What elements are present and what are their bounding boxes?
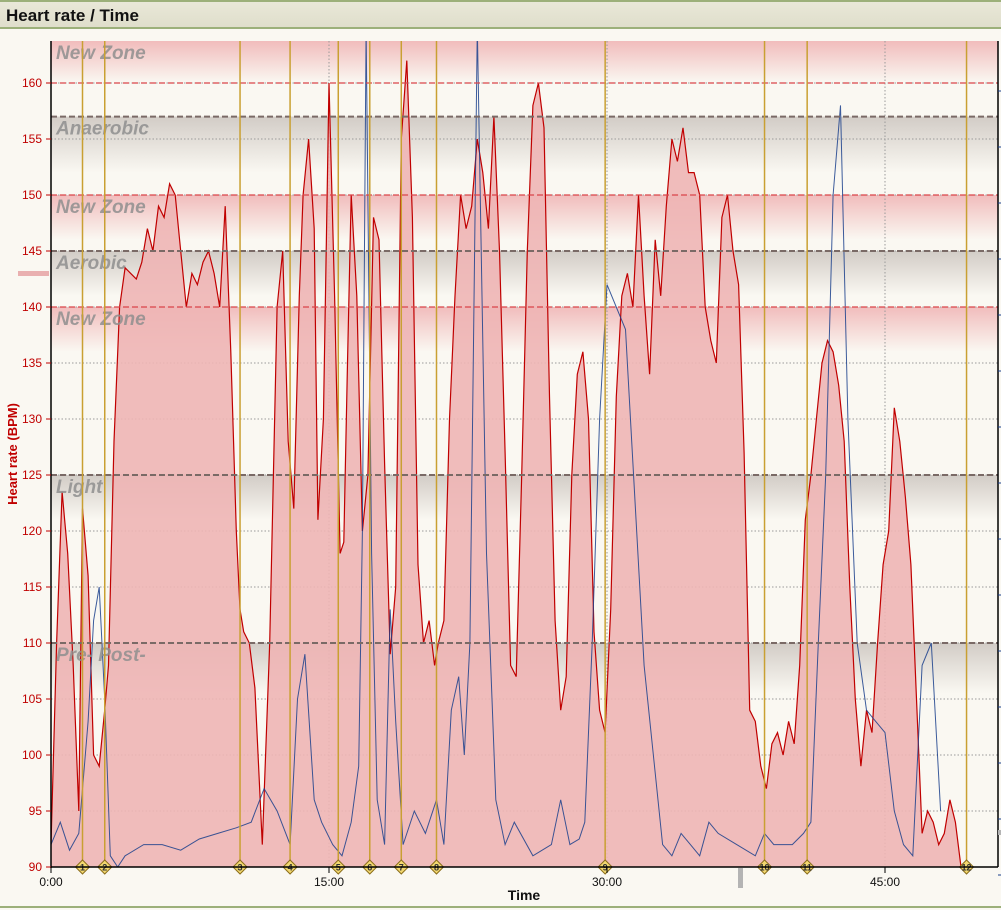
svg-text:130: 130	[22, 412, 42, 426]
svg-text:135: 135	[22, 356, 42, 370]
svg-text:160: 160	[22, 76, 42, 90]
zone-band-2	[51, 195, 998, 240]
chart-title-bar: Heart rate / Time	[0, 0, 1001, 29]
svg-text:15:00: 15:00	[314, 875, 344, 889]
svg-text:105: 105	[22, 692, 42, 706]
axes: 90 95 100 105 110 115 120 125 130 135 140 145 150 155…	[22, 41, 1001, 889]
zone-label-3: Aerobic	[55, 253, 127, 274]
zone-band-1	[51, 116, 998, 173]
svg-text:140: 140	[22, 300, 42, 314]
chart-title: Heart rate / Time	[6, 6, 139, 25]
zone-label-5: Light	[56, 477, 103, 498]
zone-band-0	[51, 41, 998, 83]
svg-text:45:00: 45:00	[870, 875, 900, 889]
zone-label-0: New Zone	[56, 43, 146, 64]
zone-boundary-lines	[51, 82, 998, 644]
y-axis-title: Heart rate (BPM)	[5, 403, 20, 505]
svg-text:90: 90	[29, 860, 43, 874]
svg-text:120: 120	[22, 524, 42, 538]
zone-label-1: Anaerobic	[55, 119, 149, 140]
zone-label-6: Pre- Post-	[56, 645, 146, 666]
svg-text:115: 115	[23, 580, 42, 594]
svg-text:0:00: 0:00	[39, 875, 63, 889]
bottom-border	[0, 906, 1001, 910]
svg-text:150: 150	[22, 188, 42, 202]
right-axis-slider-handle[interactable]	[998, 830, 1001, 835]
svg-text:145: 145	[22, 244, 42, 258]
x-axis-title: Time	[508, 887, 541, 903]
svg-text:110: 110	[23, 636, 42, 650]
zone-labels: New Zone Anaerobic New Zone Aerobic New Zone…	[55, 43, 149, 666]
secondary-series	[51, 41, 942, 867]
zone-label-4: New Zone	[56, 309, 146, 330]
zone-label-2: New Zone	[56, 197, 146, 218]
svg-text:155: 155	[22, 132, 42, 146]
y-axis-slider-handle[interactable]	[18, 271, 49, 276]
svg-text:30:00: 30:00	[592, 875, 622, 889]
x-axis-slider-handle[interactable]	[738, 868, 743, 888]
svg-text:95: 95	[29, 804, 43, 818]
svg-text:100: 100	[22, 748, 42, 762]
svg-text:125: 125	[22, 468, 42, 482]
